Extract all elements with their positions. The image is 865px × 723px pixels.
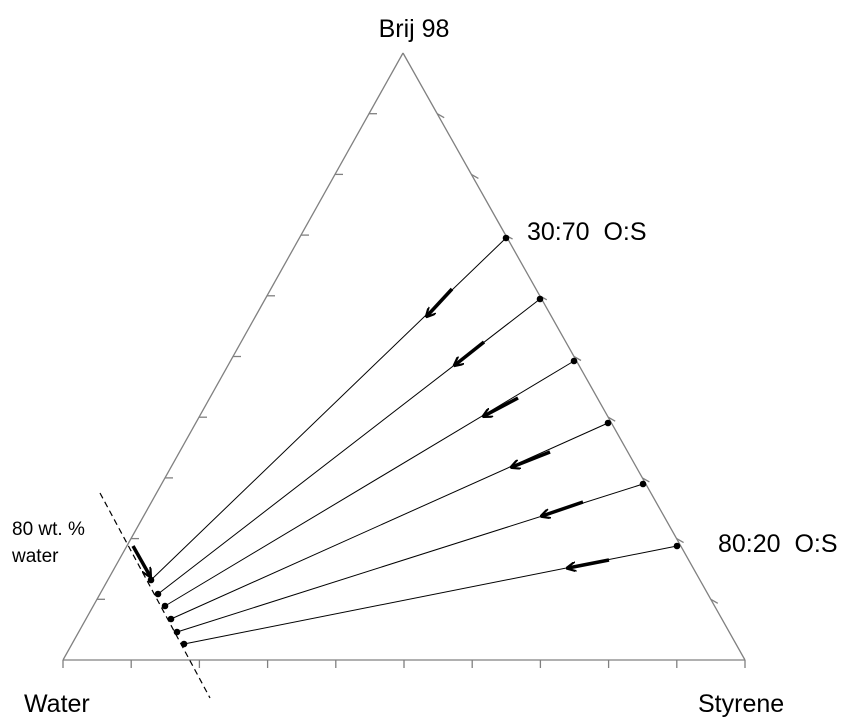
start-point: [604, 419, 612, 427]
dilution-arrow: [455, 340, 486, 365]
dilution-lines: [147, 234, 681, 648]
dilution-arrow: [512, 450, 551, 467]
right-axis-tick: [573, 355, 582, 362]
dilution-arrow: [568, 558, 610, 568]
end-point: [167, 615, 175, 623]
start-point: [570, 357, 578, 365]
dilution-line: [170, 422, 609, 620]
start-point: [673, 542, 681, 550]
vertex-label-top: Brij 98: [379, 15, 450, 43]
ratio-label-80-20: 80:20 O:S: [718, 530, 838, 558]
start-point: [536, 295, 544, 303]
triangle-axes: [62, 52, 746, 661]
end-point: [161, 602, 169, 610]
vertex-label-styrene: Styrene: [698, 690, 784, 718]
right-axis-tick: [607, 416, 616, 422]
start-point: [639, 480, 647, 488]
right-axis-tick: [436, 113, 445, 119]
dilution-line: [164, 360, 575, 607]
right-axis-tick: [676, 538, 684, 544]
dilution-arrow: [427, 287, 454, 316]
right-axis-tick: [471, 173, 479, 179]
annotation-line2: water: [11, 546, 59, 567]
end-point: [147, 576, 155, 584]
end-point: [154, 590, 162, 598]
dilution-arrow: [484, 396, 519, 416]
end-point: [180, 640, 188, 648]
dilution-arrow: [542, 500, 584, 516]
water-arrow: [131, 545, 150, 576]
end-point: [173, 628, 181, 636]
right-axis-tick: [710, 598, 719, 604]
80-wt-water-dashed-line: [99, 492, 211, 699]
right-axis-tick: [642, 477, 650, 483]
start-point: [502, 234, 510, 242]
vertex-label-water: Water: [24, 690, 90, 718]
axis-ticks: [62, 113, 746, 668]
annotation-line1: 80 wt. %: [12, 519, 85, 540]
ratio-label-30-70: 30:70 O:S: [527, 218, 647, 246]
